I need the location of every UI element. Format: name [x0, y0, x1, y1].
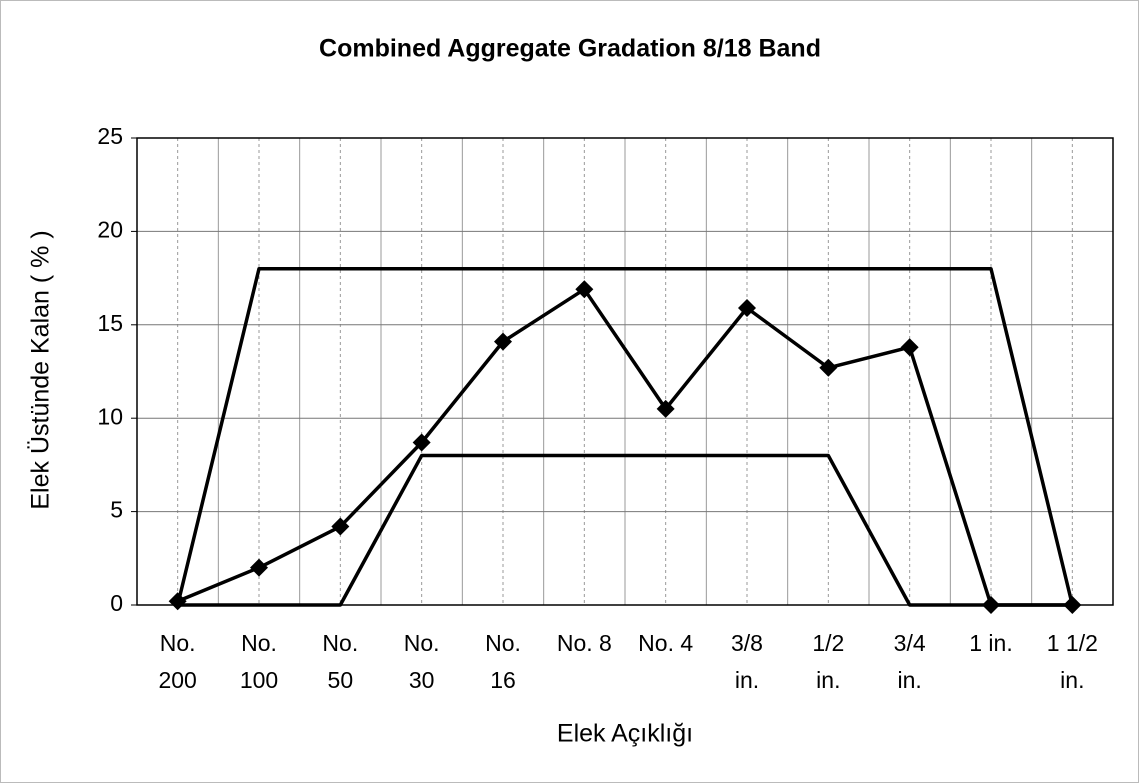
x-tick-label: in. — [898, 667, 922, 693]
x-tick-label: 3/8 — [731, 630, 763, 656]
marker — [494, 332, 512, 351]
series-line — [177, 453, 1073, 607]
y-tick-label: 25 — [97, 123, 123, 149]
x-tick-label: No. — [404, 630, 440, 656]
x-tick-label: 1 1/2 — [1047, 630, 1098, 656]
x-tick-label: in. — [816, 667, 840, 693]
x-tick-label: 50 — [328, 667, 354, 693]
chart-title: Combined Aggregate Gradation 8/18 Band — [319, 35, 821, 63]
x-tick-label: No. 8 — [557, 630, 612, 656]
series-line — [176, 287, 1073, 607]
y-tick-label: 20 — [97, 216, 123, 242]
x-tick-label: 3/4 — [894, 630, 926, 656]
marker — [738, 298, 756, 317]
x-tick-label: 1 in. — [969, 630, 1012, 656]
marker — [656, 399, 675, 418]
series-line — [175, 267, 1075, 606]
marker — [250, 558, 268, 577]
y-tick-label: 10 — [97, 403, 123, 429]
x-axis-title: Elek Açıklığı — [557, 720, 693, 748]
x-tick-label: 16 — [490, 667, 516, 693]
x-tick-label: No. — [241, 630, 277, 656]
marker — [819, 358, 838, 377]
plot-area — [136, 137, 1114, 606]
marker — [575, 280, 594, 299]
y-tick-label: 15 — [97, 310, 123, 336]
x-tick-label: 30 — [409, 667, 435, 693]
x-tick-label: in. — [1060, 667, 1084, 693]
x-tick-label: No. 4 — [638, 630, 693, 656]
x-tick-label: No. — [322, 630, 358, 656]
y-tick-label: 5 — [110, 497, 123, 523]
y-tick-label: 0 — [110, 590, 123, 616]
marker — [331, 517, 350, 536]
x-tick-label: 100 — [240, 667, 278, 693]
x-tick-label: No. — [160, 630, 196, 656]
x-tick-label: 1/2 — [812, 630, 844, 656]
x-tick-label: No. — [485, 630, 521, 656]
marker — [900, 338, 919, 357]
marker — [412, 433, 431, 452]
x-tick-label: in. — [735, 667, 759, 693]
x-tick-label: 200 — [158, 667, 196, 693]
y-axis-title: Elek Üstünde Kalan ( % ) — [27, 230, 55, 509]
